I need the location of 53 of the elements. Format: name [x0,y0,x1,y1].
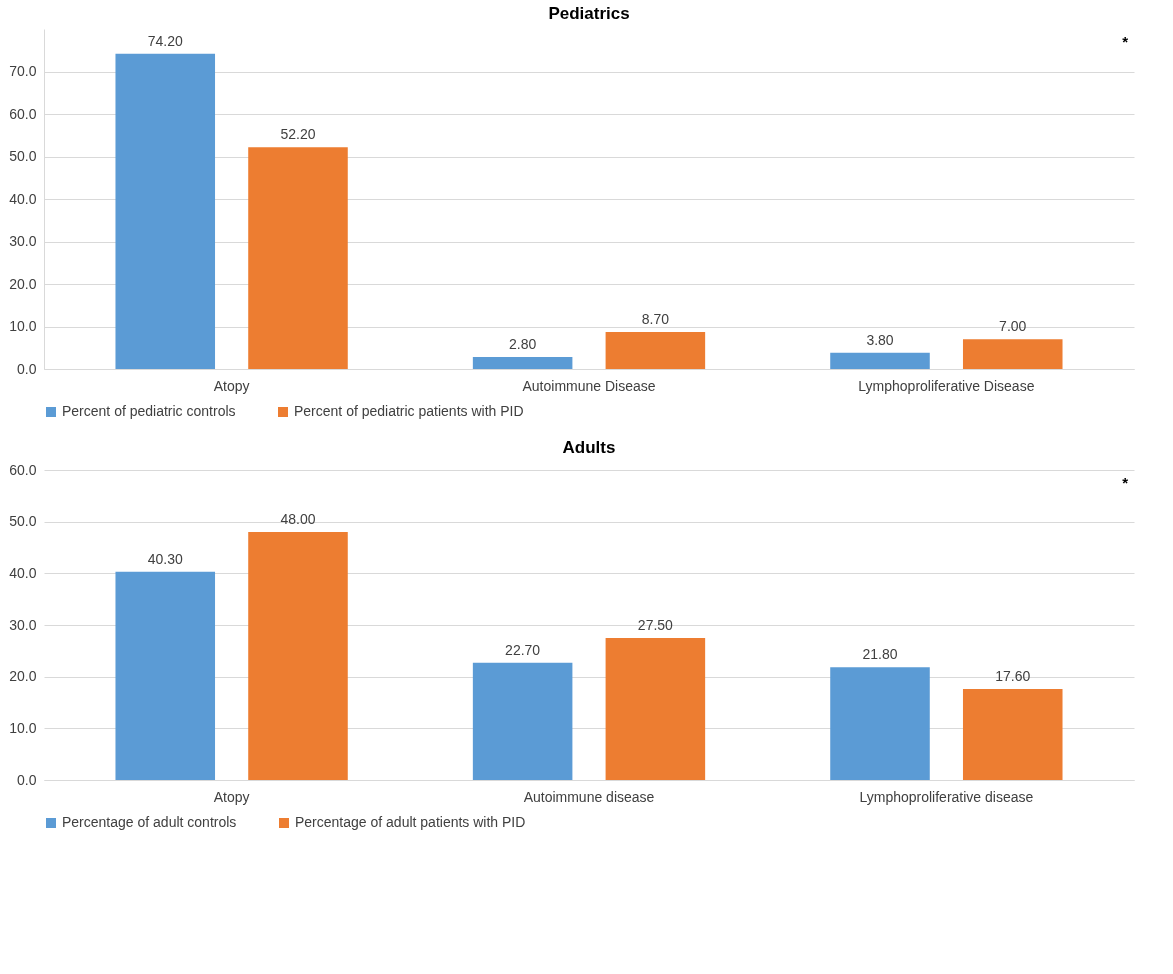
y-tick-label: 10.0 [9,318,37,334]
data-label: 52.20 [280,126,316,143]
y-tick-label: 60.0 [9,105,37,122]
x-tick-label: Lymphoproliferative disease [859,788,1034,805]
y-tick-label: 40.0 [9,564,37,581]
data-label: 21.80 [862,646,898,663]
data-label: 17.60 [995,668,1031,685]
legend-label: Percent of pediatric controls [62,403,236,419]
bar [605,332,706,369]
y-tick-label: 50.0 [9,148,37,164]
y-tick-label: 70.0 [9,63,37,79]
y-tick-label: 30.0 [9,616,37,633]
data-label: 8.70 [641,311,670,328]
bar [472,357,573,369]
y-tick-label: 0.0 [17,771,37,788]
data-label: 74.20 [147,32,183,49]
data-label: 2.80 [509,336,537,353]
data-label: 48.00 [280,511,316,527]
bar [472,662,573,780]
bar [115,571,216,780]
data-label: 7.00 [999,318,1027,335]
bar [248,532,348,780]
annotation: * [1122,33,1129,50]
annotation: * [1122,474,1129,491]
data-label: 40.30 [147,550,183,567]
legend-label: Percentage of adult controls [62,814,237,830]
x-tick-label: Lymphoproliferative Disease [858,377,1035,394]
bar [830,352,930,369]
data-label: 3.80 [866,331,894,348]
chart-title: Pediatrics [548,4,630,23]
y-tick-label: 50.0 [9,513,37,530]
bar [248,147,348,369]
x-tick-label: Atopy [213,788,250,805]
y-tick-label: 10.0 [9,719,37,736]
y-tick-label: 60.0 [9,461,37,478]
y-tick-label: 20.0 [9,668,37,685]
chart-title: Adults [562,438,616,457]
legend-label: Percent of pediatric patients with PID [294,403,524,419]
bar [830,667,930,780]
data-label: 22.70 [505,641,541,658]
x-tick-label: Autoimmune Disease [522,377,656,394]
bar [115,53,216,369]
y-tick-label: 30.0 [9,233,37,249]
bar [605,637,706,780]
x-tick-label: Atopy [213,377,250,394]
x-tick-label: Autoimmune disease [523,788,655,805]
bar [962,339,1063,369]
data-label: 27.50 [637,616,674,633]
legend-label: Percentage of adult patients with PID [295,814,526,830]
bar [962,689,1063,780]
y-tick-label: 40.0 [9,190,37,207]
y-tick-label: 20.0 [9,275,37,292]
y-tick-label: 0.0 [17,360,37,377]
